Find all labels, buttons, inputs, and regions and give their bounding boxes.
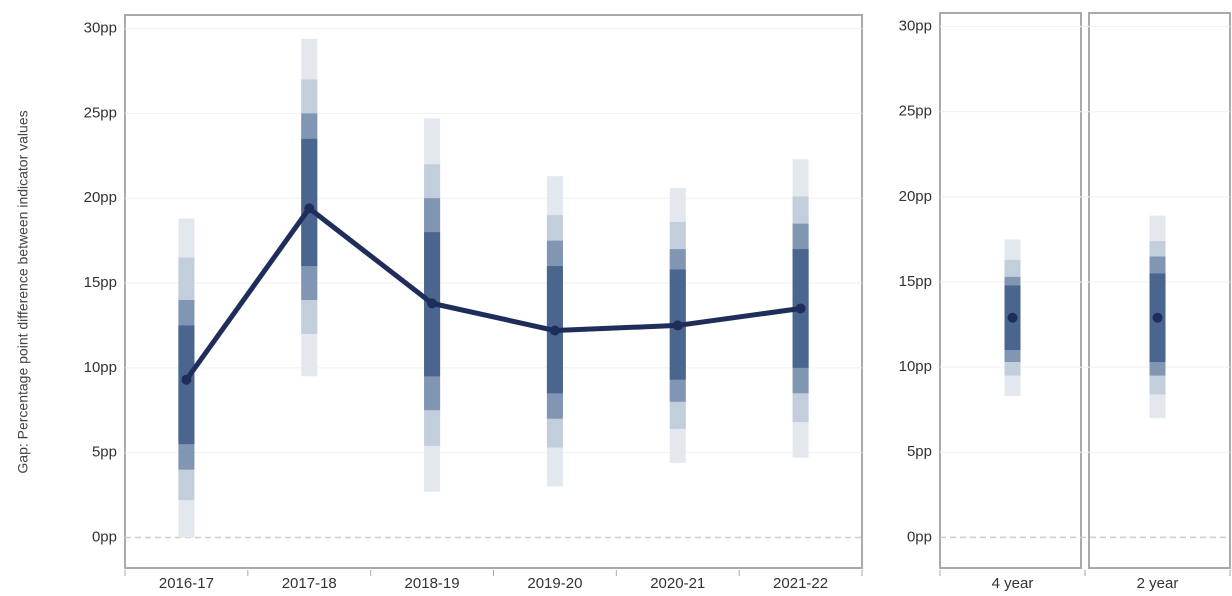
x-tick-label: 2 year xyxy=(1137,575,1179,592)
panel-frame xyxy=(939,12,1082,569)
point xyxy=(1152,312,1163,323)
uncertainty-band xyxy=(301,138,318,267)
y-tick-label: 20pp xyxy=(899,188,932,205)
point xyxy=(672,320,683,331)
y-tick-label: 15pp xyxy=(899,273,932,290)
x-tick-label: 4 year xyxy=(992,575,1034,592)
x-tick-label: 2021-22 xyxy=(773,575,828,592)
y-tick-label: 30pp xyxy=(84,20,117,37)
line xyxy=(184,205,801,382)
x-tick-label: 2018-19 xyxy=(405,575,460,592)
y-tick-label: 5pp xyxy=(907,443,932,460)
point xyxy=(1007,312,1018,323)
x-tick-label: 2016-17 xyxy=(159,575,214,592)
y-tick-label: 25pp xyxy=(899,103,932,120)
y-tick-label: 20pp xyxy=(84,189,117,206)
point xyxy=(427,298,438,309)
point xyxy=(304,203,315,214)
y-tick-label: 25pp xyxy=(84,104,117,121)
panel-frame xyxy=(124,14,863,569)
y-tick-label: 10pp xyxy=(899,358,932,375)
point xyxy=(181,374,192,385)
y-tick-label: 10pp xyxy=(84,359,117,376)
y-tick-label: 0pp xyxy=(92,528,117,545)
x-tick-label: 2019-20 xyxy=(527,575,582,592)
uncertainty-band xyxy=(178,325,195,445)
point xyxy=(795,303,806,314)
y-tick-label: 0pp xyxy=(907,528,932,545)
y-tick-label: 5pp xyxy=(92,444,117,461)
y-tick-label: 30pp xyxy=(899,18,932,35)
y-axis-title: Gap: Percentage point difference between… xyxy=(15,110,31,473)
x-tick-label: 2020-21 xyxy=(650,575,705,592)
point xyxy=(549,325,560,336)
x-tick-label: 2017-18 xyxy=(282,575,337,592)
y-tick-label: 15pp xyxy=(84,274,117,291)
panel-frame xyxy=(1088,12,1231,569)
